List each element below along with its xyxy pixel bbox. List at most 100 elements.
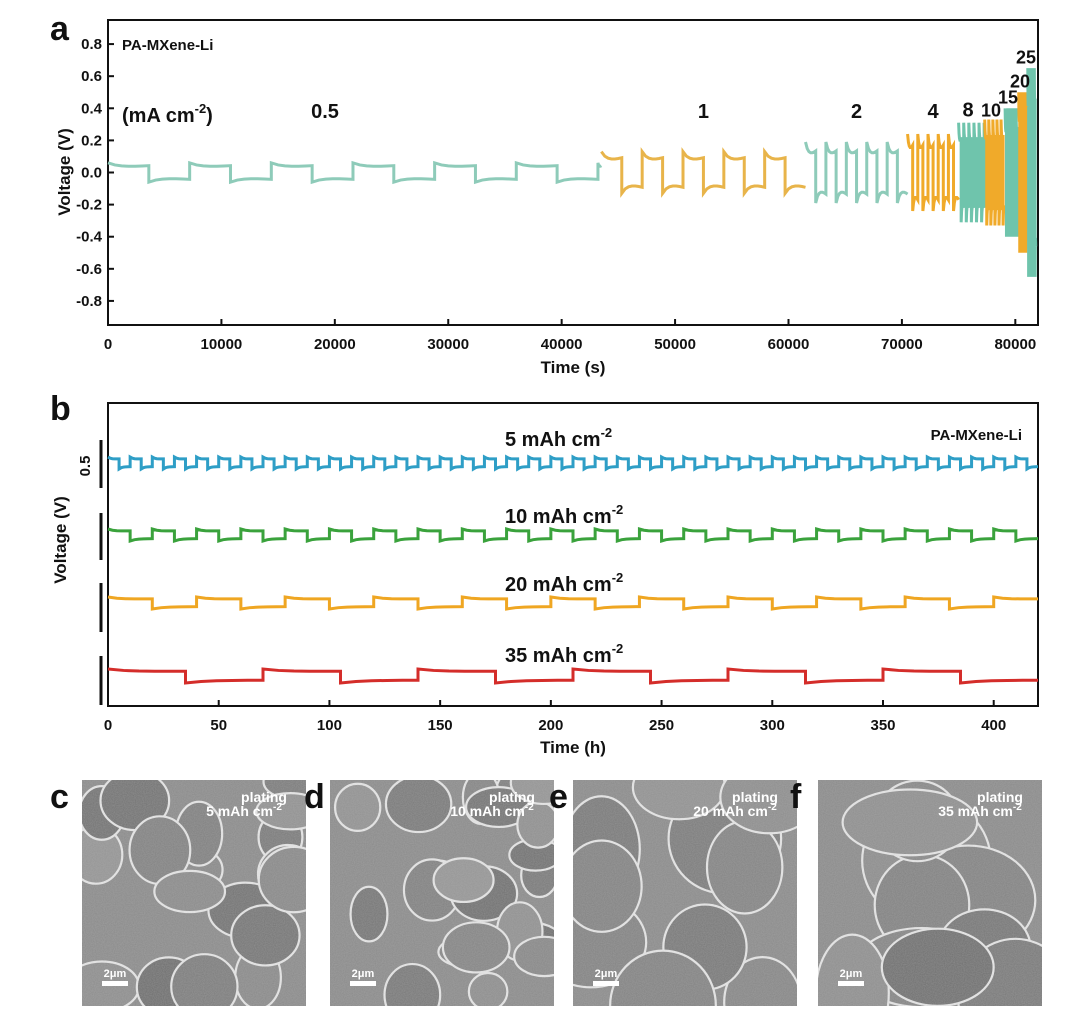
- a-xtick-label: 0: [104, 336, 112, 353]
- panel-b-series-labels: 5 mAh cm-2 10 mAh cm-2 20 mAh cm-2 35 mAh c…: [505, 425, 623, 667]
- sem-label-line1: plating: [732, 789, 778, 805]
- series-a-20: [1017, 92, 1030, 253]
- b-xtick-label: 100: [317, 717, 342, 734]
- panel-b-plot: [107, 454, 1039, 685]
- b-series-label: 10 mAh cm-2: [505, 502, 623, 528]
- a-current-label: 0.5: [311, 101, 339, 123]
- a-ytick-label: 0.8: [81, 36, 102, 53]
- b-series-label: 5 mAh cm-2: [505, 425, 612, 451]
- a-current-label: 1: [698, 101, 709, 123]
- series-a-2: [804, 141, 909, 204]
- b-xtick-label: 200: [538, 717, 563, 734]
- sem-scale-label: 2μm: [840, 968, 863, 980]
- series-a-10: [983, 119, 1007, 226]
- sem-letter: d: [304, 778, 325, 816]
- a-xtick-label: 60000: [768, 336, 810, 353]
- b-xtick-label: 0: [104, 717, 112, 734]
- panel-a-x-ticks: 0 10000 20000 30000 40000 50000 60000 70000 8000…: [104, 319, 1036, 353]
- panel-b-frame: [107, 402, 1039, 707]
- panel-a-xlabel: Time (s): [541, 358, 606, 377]
- panel-a-title: PA-MXene-Li: [122, 37, 213, 54]
- a-current-label: 8: [962, 99, 973, 121]
- a-ytick-label: -0.4: [76, 229, 103, 246]
- series-a-8: [957, 122, 987, 223]
- a-xtick-label: 20000: [314, 336, 356, 353]
- a-current-label: 15: [998, 87, 1018, 107]
- sem-noise: [573, 780, 797, 1006]
- sem-label-line1: plating: [977, 789, 1023, 805]
- series-a-15: [1003, 108, 1021, 237]
- series-a-25: [1026, 68, 1038, 277]
- a-ytick-label: 0.0: [81, 165, 102, 182]
- sem-label-line1: plating: [489, 789, 535, 805]
- b-series-label: 20 mAh cm-2: [505, 570, 623, 596]
- a-xtick-label: 70000: [881, 336, 923, 353]
- a-ytick-label: -0.2: [76, 197, 102, 214]
- sem-noise: [82, 780, 306, 1006]
- panel-b-scale-label: 0.5: [77, 456, 94, 477]
- sem-letter: e: [549, 778, 568, 816]
- b-xtick-label: 150: [428, 717, 453, 734]
- sem-scale-bar: [593, 981, 619, 986]
- panel-a-y-ticks: 0.8 0.6 0.4 0.2 0.0 -0.2 -0.4 -0.6 -0.8: [76, 36, 114, 310]
- sem-label-line1: plating: [241, 789, 287, 805]
- series-a-0.5: [107, 160, 603, 185]
- b-xtick-label: 50: [210, 717, 227, 734]
- b-xtick-label: 350: [870, 717, 895, 734]
- panel-a-plot: [107, 68, 1038, 277]
- a-current-label: 25: [1016, 47, 1036, 67]
- panel-letter-b: b: [50, 390, 71, 428]
- sem-scale-bar: [350, 981, 376, 986]
- sem-label-line2: 10 mAh cm-2: [450, 802, 534, 819]
- a-ytick-label: -0.6: [76, 261, 102, 278]
- sem-scale-bar: [838, 981, 864, 986]
- a-xtick-label: 10000: [201, 336, 243, 353]
- panel-letter-a: a: [50, 10, 70, 48]
- a-current-label: 2: [851, 101, 862, 123]
- b-series-label: 35 mAh cm-2: [505, 641, 623, 667]
- sem-label-line2: 20 mAh cm-2: [693, 802, 777, 819]
- series-b-2: [107, 595, 1039, 611]
- sem-scale-label: 2μm: [104, 968, 127, 980]
- a-xtick-label: 40000: [541, 336, 583, 353]
- series-b-3: [107, 667, 1039, 685]
- a-ytick-label: 0.2: [81, 132, 102, 149]
- series-a-4: [906, 133, 960, 212]
- a-current-label: 10: [981, 100, 1001, 120]
- sem-scale-label: 2μm: [352, 968, 375, 980]
- b-xtick-label: 400: [981, 717, 1006, 734]
- a-current-label: 4: [928, 101, 940, 123]
- series-a-1: [600, 147, 806, 198]
- a-xtick-label: 80000: [994, 336, 1036, 353]
- a-current-label: 20: [1010, 71, 1030, 91]
- a-xtick-label: 50000: [654, 336, 696, 353]
- sem-label-line2: 5 mAh cm-2: [206, 802, 282, 819]
- a-ytick-label: 0.6: [81, 68, 102, 85]
- sem-letter: c: [50, 778, 69, 816]
- panel-b-x-ticks: 0 50 100 150 200 250 300 350 400: [104, 700, 1006, 734]
- sem-noise: [330, 780, 554, 1006]
- sem-noise: [818, 780, 1042, 1006]
- b-xtick-label: 300: [760, 717, 785, 734]
- sem-letter: f: [790, 778, 802, 816]
- b-xtick-label: 250: [649, 717, 674, 734]
- panel-b-ylabel: Voltage (V): [51, 496, 70, 584]
- sem-scale-label: 2μm: [595, 968, 618, 980]
- a-ytick-label: -0.8: [76, 293, 102, 310]
- sem-label-line2: 35 mAh cm-2: [938, 802, 1022, 819]
- sem-scale-bar: [102, 981, 128, 986]
- panel-a-ylabel: Voltage (V): [55, 128, 74, 216]
- panel-b-xlabel: Time (h): [540, 738, 606, 757]
- series-b-0: [107, 454, 1039, 472]
- series-b-1: [107, 527, 1039, 544]
- panel-a-unit-label: (mA cm-2): [122, 101, 213, 127]
- a-xtick-label: 30000: [427, 336, 469, 353]
- a-ytick-label: 0.4: [81, 100, 103, 117]
